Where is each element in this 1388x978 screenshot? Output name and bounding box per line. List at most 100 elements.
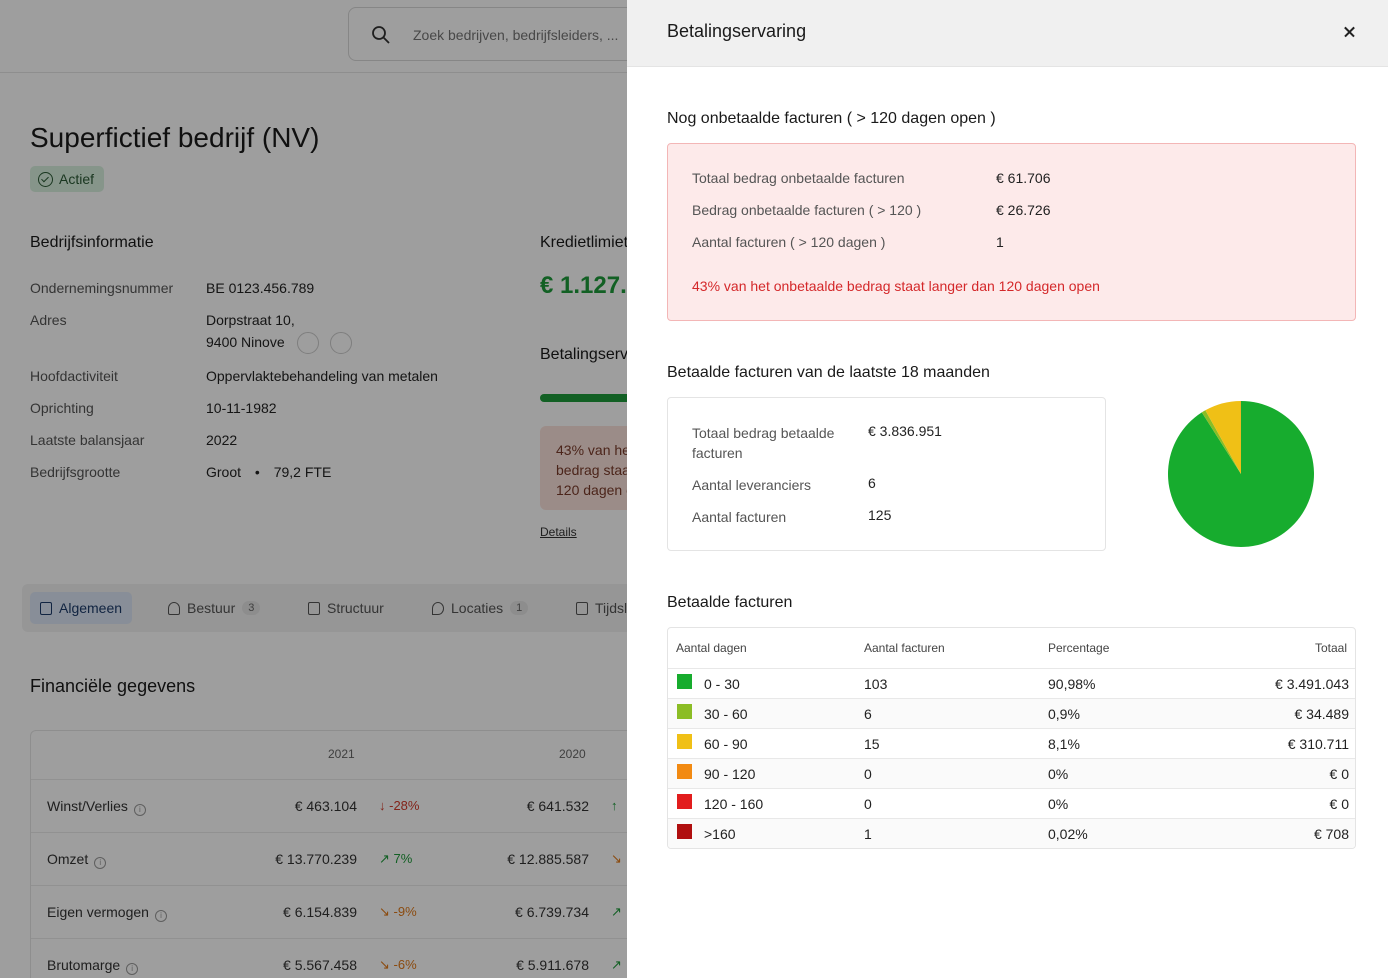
total-amount: € 3.491.043 [1275,676,1349,692]
tab-structuur[interactable]: Structuur [298,592,394,624]
info-icon[interactable]: i [154,910,167,922]
unpaid-value: 1 [996,234,1004,250]
details-link[interactable]: Details [540,525,577,539]
paid-table-title: Betaalde facturen [667,594,793,611]
size-class: Groot [206,464,242,480]
row-label: Eigen vermogen i [47,904,167,922]
percentage: 0,9% [1048,706,1080,722]
value-2021: € 6.154.839 [283,904,357,920]
pie-slice [1205,401,1241,474]
invoice-count: 15 [864,736,880,752]
tab-bestuur[interactable]: Bestuur 3 [158,592,270,624]
row-label: Winst/Verlies i [47,798,146,816]
unpaid-label: Totaal bedrag onbetaalde facturen [692,170,905,186]
financial-table: 2021 2020 Winst/Verlies i € 463.104 ↓ -28… [30,730,651,978]
paid-label: Aantal facturen [692,509,787,525]
change-2021: ↓ -28% [379,798,420,813]
table-row: Omzet i € 13.770.239 ↗ 7% € 12.885.587 ↘ [31,832,651,885]
unpaid-summary-box: Totaal bedrag onbetaalde facturen € 61.7… [667,143,1356,321]
paid-value: 6 [868,475,876,491]
tab-count: 3 [242,601,261,615]
info-icon[interactable]: i [133,804,146,816]
close-icon[interactable] [1338,20,1362,44]
info-label: Bedrijfsgrootte [30,464,121,480]
info-value: Oppervlaktebehandeling van metalen [206,368,438,384]
value-2021: € 13.770.239 [275,851,357,867]
paid-summary-box: Totaal bedrag betaalde facturen € 3.836.… [667,397,1106,551]
location-icon [432,601,444,615]
map-pin-icon[interactable] [296,332,319,355]
tab-label: Algemeen [59,600,123,616]
table-row: >160 1 0,02% € 708 [668,818,1355,848]
row-label: Omzet i [47,851,107,869]
change-2020: ↑ [611,798,618,813]
info-label: Adres [30,312,67,328]
payment-pie-chart [1168,401,1314,547]
percentage: 0% [1048,796,1069,812]
check-circle-icon [38,171,53,187]
tab-label: Structuur [327,600,384,616]
value-2021: € 5.567.458 [283,957,357,973]
info-label: Ondernemingsnummer [30,280,174,296]
total-amount: € 34.489 [1294,706,1350,722]
total-amount: € 708 [1313,826,1349,842]
unpaid-section-title: Nog onbetaalde facturen ( > 120 dagen op… [667,110,996,127]
percentage: 8,1% [1048,736,1080,752]
table-row: 0 - 30 103 90,98% € 3.491.043 [668,668,1355,698]
info-label: Laatste balansjaar [30,432,145,448]
days-range: >160 [704,826,736,842]
row-label-text: Winst/Verlies [47,798,128,814]
column-header: Totaal [1314,641,1347,655]
color-swatch [677,704,692,719]
row-label-text: Brutomarge [47,957,121,973]
value-2020: € 641.532 [526,798,589,814]
year-header: 2020 [559,747,586,761]
tab-label: Locaties [451,600,504,616]
invoice-count: 0 [864,796,872,812]
tab-locaties[interactable]: Locaties 1 [422,592,538,624]
change-2020: ↗ [611,904,622,919]
year-header: 2021 [328,747,355,761]
days-range: 120 - 160 [704,796,764,812]
invoice-count: 6 [864,706,872,722]
change-2020: ↘ [611,851,622,866]
days-range: 0 - 30 [704,676,740,692]
row-label: Brutomarge i [47,957,139,975]
total-amount: € 0 [1329,796,1349,812]
tab-count: 1 [510,601,529,615]
table-row: Eigen vermogen i € 6.154.839 ↘ -9% € 6.73… [31,885,651,938]
fte-value: 79,2 FTE [273,464,332,480]
row-label-text: Eigen vermogen [47,904,149,920]
info-value: BE 0123.456.789 [206,280,315,296]
table-row: Winst/Verlies i € 463.104 ↓ -28% € 641.53… [31,779,651,832]
days-range: 60 - 90 [704,736,748,752]
structure-icon [308,601,320,615]
info-value: 2022 [206,432,238,448]
table-row: 60 - 90 15 8,1% € 310.711 [668,728,1355,758]
total-amount: € 0 [1329,766,1349,782]
change-2021: ↘ -9% [379,904,417,919]
payment-drawer: Betalingservaring Nog onbetaalde facture… [627,0,1388,978]
company-title: Superfictief bedrijf (NV) [30,122,320,153]
info-icon[interactable]: i [126,963,139,975]
paid-label: Aantal leveranciers [692,477,812,493]
info-icon[interactable]: i [94,857,107,869]
invoice-count: 1 [864,826,872,842]
unpaid-warning-text: 43% van het onbetaalde bedrag staat lang… [692,278,1100,294]
tab-algemeen[interactable]: Algemeen [30,592,133,624]
unpaid-value: € 61.706 [996,170,1051,186]
address-line-2: 9400 Ninove [206,331,353,355]
color-swatch [677,734,692,749]
table-row: 120 - 160 0 0% € 0 [668,788,1355,818]
paid-invoices-table: Aantal dagen Aantal facturen Percentage … [667,627,1356,849]
invoice-count: 103 [864,676,888,692]
address-line-1: Dorpstraat 10, [206,312,295,328]
building-icon [40,601,52,615]
percentage: 0,02% [1048,826,1088,842]
change-2021: ↗ 7% [379,851,413,866]
invoice-count: 0 [864,766,872,782]
column-header: Aantal facturen [864,641,945,655]
search-address-icon[interactable] [330,332,353,355]
column-header: Percentage [1048,641,1110,655]
value-2021: € 463.104 [294,798,357,814]
